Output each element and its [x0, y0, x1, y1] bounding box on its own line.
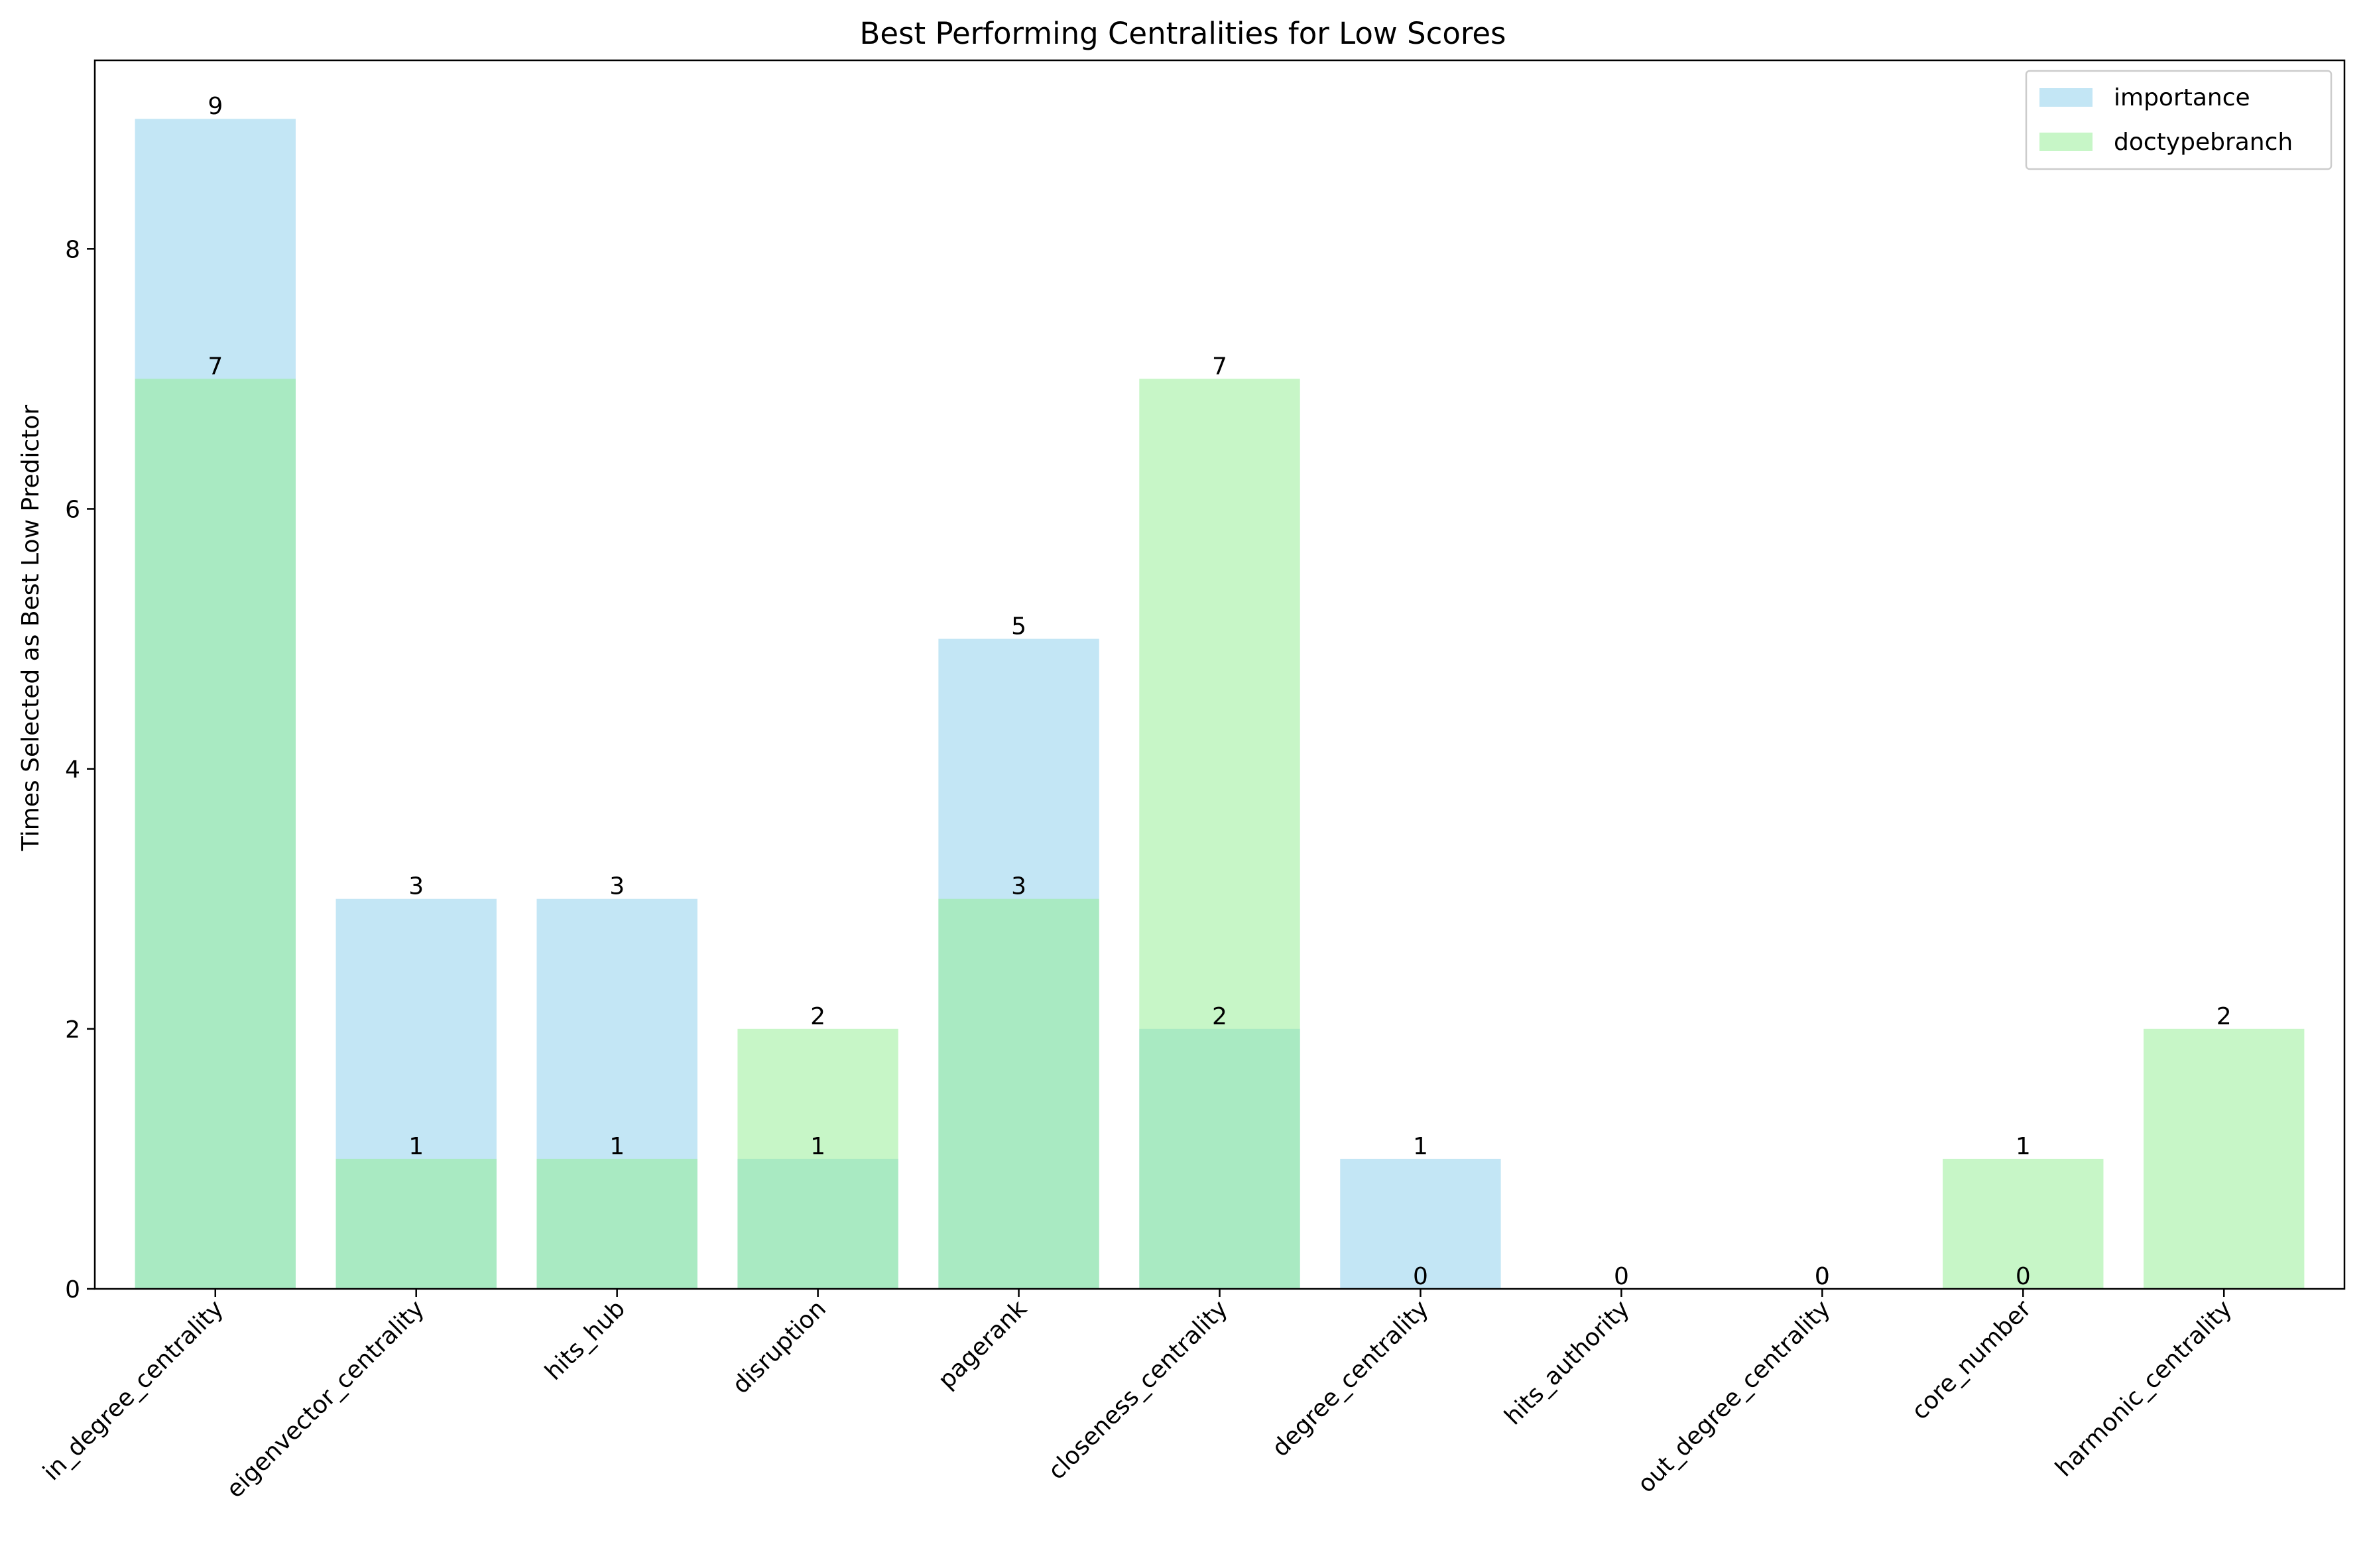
- x-tick-label-degree_centrality: degree_centrality: [1267, 1295, 1434, 1462]
- legend-swatch-doctypebranch: [2039, 133, 2093, 151]
- bar-doctypebranch-hits_hub: [536, 1158, 698, 1289]
- y-tick-label: 0: [65, 1276, 80, 1303]
- data-label-importance-eigenvector_centrality: 3: [408, 873, 424, 900]
- data-label-importance-closeness_centrality: 2: [1212, 1003, 1227, 1030]
- legend-label-doctypebranch: doctypebranch: [2114, 129, 2293, 156]
- legend-swatch-importance: [2039, 88, 2093, 107]
- chart-title: Best Performing Centralities for Low Sco…: [860, 16, 1506, 51]
- data-label-doctypebranch-core_number: 1: [2016, 1133, 2031, 1160]
- data-label-importance-hits_hub: 3: [609, 873, 625, 900]
- bar-importance-degree_centrality: [1340, 1158, 1501, 1289]
- bar-doctypebranch-eigenvector_centrality: [335, 1158, 497, 1289]
- x-tick-label-closeness_centrality: closeness_centrality: [1043, 1295, 1233, 1485]
- data-label-importance-in_degree_centrality: 9: [208, 93, 223, 120]
- y-axis-label: Times Selected as Best Low Predictor: [17, 405, 44, 852]
- legend-label-importance: importance: [2114, 84, 2250, 111]
- data-label-importance-out_degree_centrality: 0: [1815, 1263, 1830, 1290]
- legend: importance doctypebranch: [2025, 70, 2333, 170]
- data-label-importance-hits_authority: 0: [1614, 1263, 1629, 1290]
- bar-doctypebranch-core_number: [1943, 1158, 2104, 1289]
- data-label-doctypebranch-harmonic_centrality: 2: [2216, 1003, 2232, 1030]
- y-tick-label: 4: [65, 756, 80, 784]
- data-label-doctypebranch-degree_centrality: 0: [1413, 1263, 1428, 1290]
- y-tick-label: 8: [65, 236, 80, 263]
- x-tick-label-hits_hub: hits_hub: [540, 1295, 631, 1386]
- data-label-importance-pagerank: 5: [1011, 613, 1026, 640]
- data-label-doctypebranch-in_degree_centrality: 7: [208, 353, 223, 380]
- x-tick-label-harmonic_centrality: harmonic_centrality: [2051, 1295, 2238, 1482]
- x-tick-label-core_number: core_number: [1906, 1295, 2036, 1425]
- legend-box: [2025, 70, 2333, 170]
- bar-doctypebranch-in_degree_centrality: [135, 379, 296, 1289]
- data-label-doctypebranch-out_degree_centrality: 0: [1815, 1263, 1830, 1290]
- bars-layer: [135, 119, 2305, 1290]
- x-tick-label-in_degree_centrality: in_degree_centrality: [38, 1295, 229, 1486]
- data-label-importance-degree_centrality: 1: [1413, 1133, 1428, 1160]
- y-tick-label: 6: [65, 496, 80, 523]
- x-tick-label-eigenvector_centrality: eigenvector_centrality: [221, 1295, 430, 1503]
- x-tick-label-disruption: disruption: [727, 1295, 831, 1399]
- y-tick-label: 2: [65, 1016, 80, 1044]
- data-label-doctypebranch-hits_hub: 1: [609, 1133, 625, 1160]
- x-axis: in_degree_centralityeigenvector_centrali…: [38, 1289, 2238, 1504]
- data-label-importance-core_number: 0: [2016, 1263, 2031, 1290]
- x-tick-label-pagerank: pagerank: [933, 1295, 1032, 1394]
- bar-doctypebranch-harmonic_centrality: [2144, 1028, 2305, 1289]
- bar-doctypebranch-closeness_centrality: [1139, 379, 1300, 1289]
- y-axis: 0 2 4 6 8: [65, 236, 95, 1303]
- bar-doctypebranch-disruption: [737, 1028, 898, 1289]
- x-tick-label-out_degree_centrality: out_degree_centrality: [1632, 1295, 1835, 1498]
- data-label-doctypebranch-eigenvector_centrality: 1: [408, 1133, 424, 1160]
- x-tick-label-hits_authority: hits_authority: [1500, 1295, 1635, 1430]
- data-label-doctypebranch-closeness_centrality: 7: [1212, 353, 1227, 380]
- data-label-doctypebranch-pagerank: 3: [1011, 873, 1026, 900]
- data-label-importance-disruption: 1: [810, 1133, 825, 1160]
- data-label-doctypebranch-disruption: 2: [810, 1003, 825, 1030]
- bar-doctypebranch-pagerank: [938, 898, 1099, 1289]
